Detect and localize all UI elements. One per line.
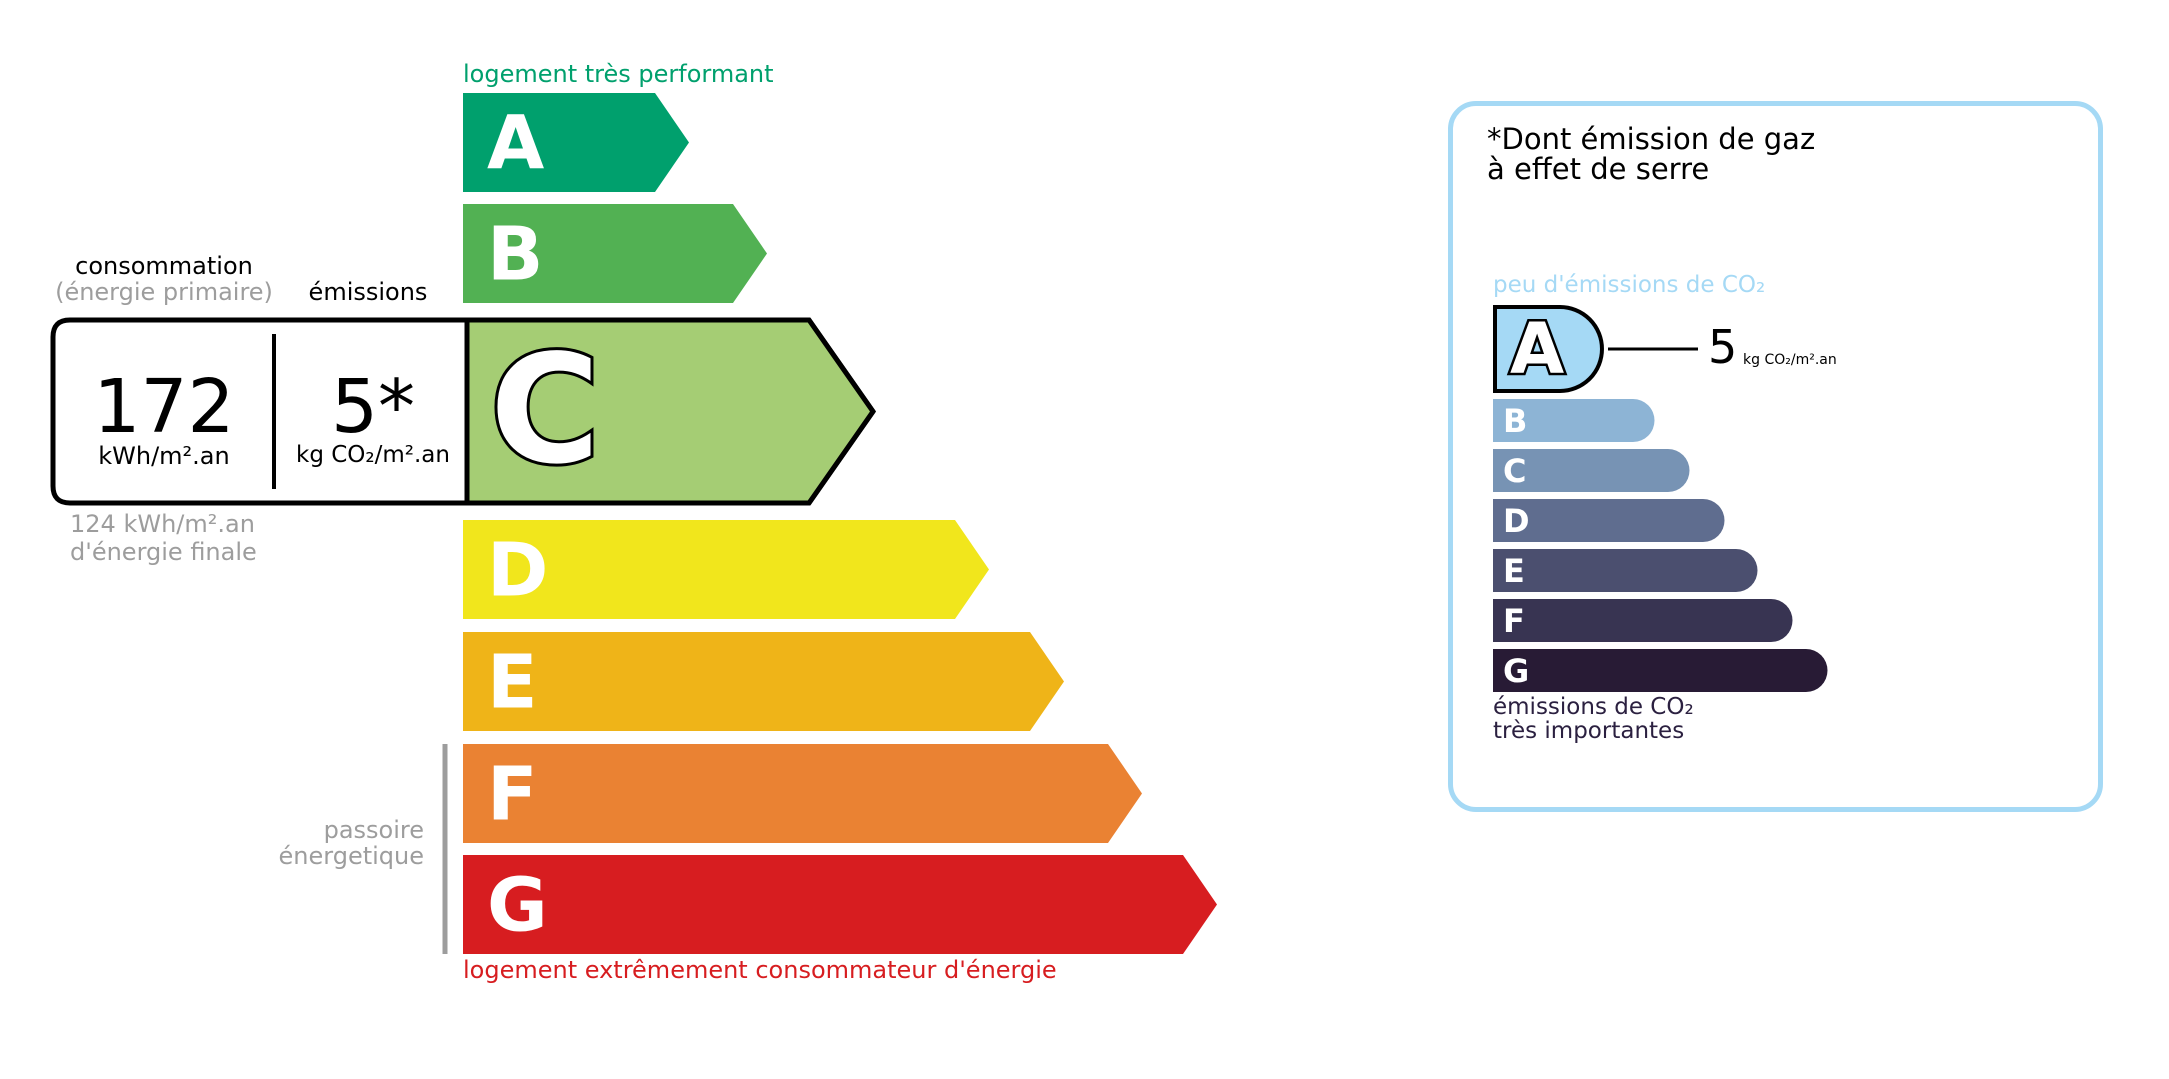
ges-letter-B: B (1503, 402, 1527, 440)
ges-bar-C (1493, 449, 1690, 492)
energy-letter-E: E (487, 640, 538, 726)
final-energy-value: 124 kWh/m².an (70, 510, 255, 538)
energy-arrow-E (463, 632, 1064, 731)
ges-unit: kg CO₂/m².an (1743, 352, 1837, 368)
ges-bar-F (1493, 599, 1793, 642)
ges-bar-B (1493, 399, 1655, 442)
energy-letter-A: A (487, 101, 544, 187)
ges-bar-G (1493, 649, 1828, 692)
ges-bottom-line2: très importantes (1493, 718, 1685, 744)
energy-letter-D: D (487, 528, 548, 614)
ges-bar-D (1493, 499, 1725, 542)
consumption-unit: kWh/m².an (98, 442, 230, 470)
ges-title-line1: *Dont émission de gaz (1487, 122, 1816, 156)
consumption-sublabel: (énergie primaire) (55, 278, 273, 306)
energy-bottom-label: logement extrêmement consommateur d'éner… (463, 956, 1057, 984)
energy-letter-G: G (487, 863, 548, 949)
ges-bar-A (1493, 305, 1604, 393)
energy-arrow-B (463, 204, 767, 303)
energy-letter-B: B (487, 212, 543, 298)
ges-top-label: peu d'émissions de CO₂ (1493, 272, 1766, 298)
ges-bottom-line1: émissions de CO₂ (1493, 694, 1694, 720)
energy-arrow-A (463, 93, 689, 192)
ges-letter-E: E (1503, 552, 1525, 590)
ges-panel (1448, 101, 2103, 812)
ges-letter-D: D (1503, 502, 1530, 540)
energy-arrow-G (463, 855, 1217, 954)
passoire-label-1: passoire (323, 816, 424, 844)
energy-letter-F: F (487, 752, 538, 838)
ges-letter-F: F (1503, 602, 1525, 640)
final-energy-label: d'énergie finale (70, 538, 257, 566)
ges-bar-E (1493, 549, 1758, 592)
energy-letter-C: C (490, 324, 600, 498)
ges-title-line2: à effet de serre (1487, 152, 1710, 186)
consumption-value: 172 (93, 364, 235, 450)
energy-top-label: logement très performant (463, 60, 774, 88)
emissions-value: 5* (330, 364, 416, 450)
ges-value: 5 (1708, 320, 1738, 374)
energy-arrow-F (463, 744, 1142, 843)
passoire-label-2: énergetique (278, 842, 424, 870)
ges-letter-C: C (1503, 452, 1526, 490)
ges-letter-A: A (1510, 308, 1564, 390)
emissions-label: émissions (308, 278, 428, 306)
emissions-unit: kg CO₂/m².an (296, 442, 450, 468)
energy-arrow-D (463, 520, 989, 619)
ges-letter-G: G (1503, 652, 1529, 690)
consumption-label: consommation (75, 252, 253, 280)
